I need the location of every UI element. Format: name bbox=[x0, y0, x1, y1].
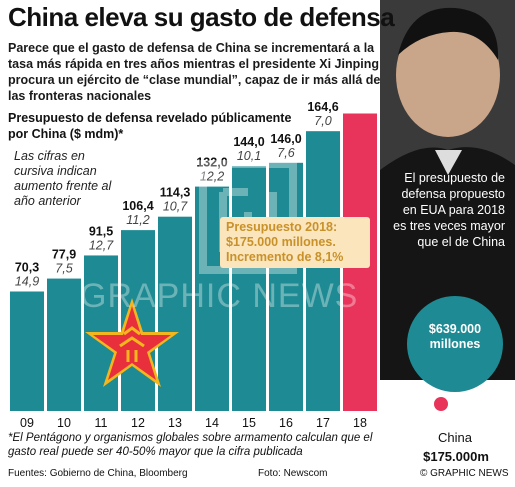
value-label: 70,3 bbox=[15, 260, 39, 274]
bar bbox=[269, 162, 303, 411]
callout-line: $175.000 millones. bbox=[226, 235, 336, 249]
x-tick-label: 10 bbox=[57, 416, 71, 430]
watermark-text: GRAPHIC NEWS bbox=[80, 277, 359, 315]
value-label: 132,0 bbox=[196, 156, 227, 170]
china-budget-circle bbox=[434, 397, 448, 411]
value-label: 146,0 bbox=[270, 132, 301, 146]
subtitle: Parece que el gasto de defensa de China … bbox=[8, 41, 381, 103]
value-label: 77,9 bbox=[52, 248, 76, 262]
bar bbox=[158, 216, 192, 411]
growth-label: 7,6 bbox=[277, 146, 294, 160]
footnote: *El Pentágono y organismos globales sobr… bbox=[8, 432, 373, 458]
growth-label: 12,2 bbox=[200, 170, 224, 184]
page-title: China eleva su gasto de defensa bbox=[8, 2, 395, 32]
x-tick-label: 14 bbox=[205, 416, 219, 430]
x-tick-label: 18 bbox=[353, 416, 367, 430]
value-label: 91,5 bbox=[89, 224, 113, 238]
budget-bar-chart: 70,3 77,9 91,5 106,4 114,3 132,0 144,0 146,0 164… bbox=[10, 100, 377, 430]
usa-budget-circle bbox=[407, 296, 503, 392]
bar bbox=[232, 166, 266, 411]
growth-label: 10,1 bbox=[237, 149, 261, 163]
chart-title: Presupuesto de defensa revelado públicam… bbox=[8, 111, 292, 141]
value-label: 144,0 bbox=[233, 135, 264, 149]
growth-label: 14,9 bbox=[15, 274, 39, 288]
growth-label: 7,0 bbox=[314, 114, 331, 128]
value-label: 106,4 bbox=[122, 199, 153, 213]
x-tick-label: 15 bbox=[242, 416, 256, 430]
growth-label: 7,5 bbox=[55, 262, 72, 276]
x-tick-label: 12 bbox=[131, 416, 145, 430]
growth-label: 10,7 bbox=[163, 200, 188, 214]
sources: Fuentes: Gobierno de China, Bloomberg bbox=[8, 468, 188, 479]
value-label: 164,6 bbox=[307, 100, 338, 114]
x-tick-label: 13 bbox=[168, 416, 182, 430]
italic-note: Las cifras en cursiva indican aumento fr… bbox=[14, 149, 112, 208]
bar bbox=[306, 131, 340, 411]
value-label: 114,3 bbox=[160, 186, 191, 200]
china-budget-value: $175.000m bbox=[423, 449, 489, 464]
x-tick-label: 09 bbox=[20, 416, 34, 430]
pla-star-emblem bbox=[85, 298, 179, 387]
callout-line: Presupuesto 2018: bbox=[226, 220, 338, 234]
budget-2018-callout: Presupuesto 2018: $175.000 millones. Inc… bbox=[220, 217, 370, 268]
copyright: © GRAPHIC NEWS bbox=[420, 468, 509, 479]
growth-label: 12,7 bbox=[89, 238, 114, 252]
photo-credit: Foto: Newscom bbox=[258, 468, 328, 479]
callout-line: Incremento de 8,1% bbox=[226, 250, 344, 264]
usa-comparison-text: El presupuesto de defensa propuesto en E… bbox=[393, 171, 505, 249]
x-tick-label: 11 bbox=[95, 416, 108, 430]
bar bbox=[10, 291, 44, 411]
x-tick-label: 16 bbox=[279, 416, 293, 430]
bar bbox=[47, 278, 81, 411]
x-tick-label: 17 bbox=[316, 416, 330, 430]
usa-budget-value: $639.000 millones bbox=[428, 322, 482, 351]
china-label: China bbox=[438, 430, 472, 445]
growth-label: 11,2 bbox=[126, 213, 149, 227]
